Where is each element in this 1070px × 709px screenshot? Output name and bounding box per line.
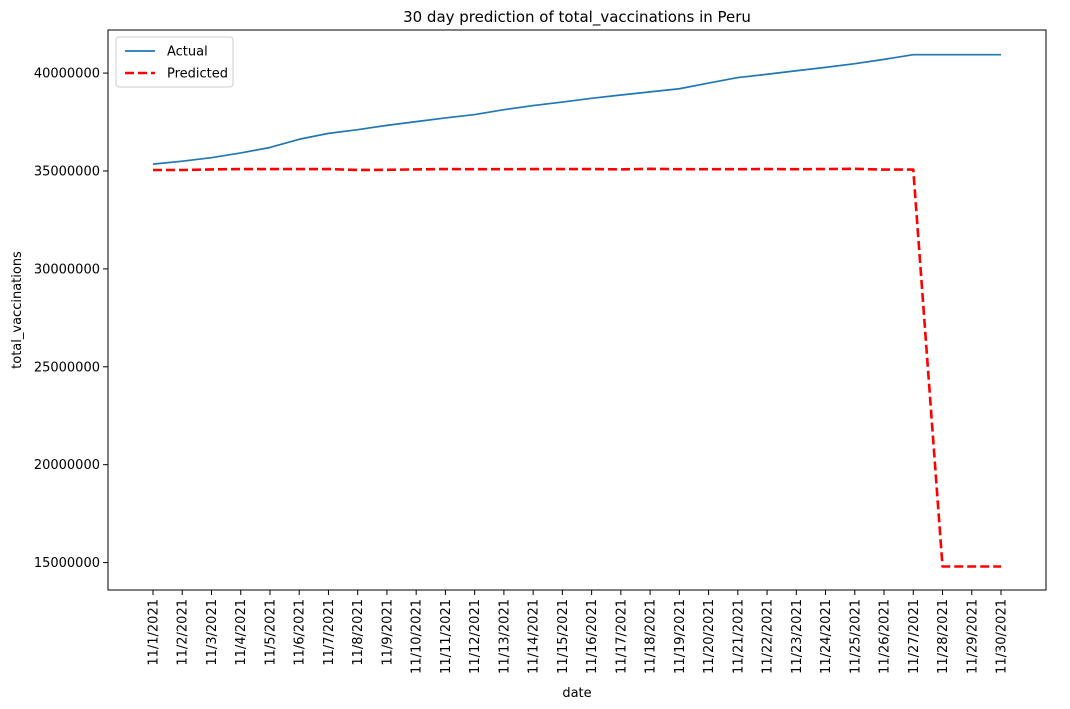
y-tick-label: 25000000 <box>34 360 100 375</box>
x-tick-label: 11/13/2021 <box>497 599 512 674</box>
x-tick-label: 11/19/2021 <box>673 599 688 674</box>
x-tick-label: 11/26/2021 <box>878 599 893 674</box>
legend-label: Actual <box>167 45 208 60</box>
x-tick-label: 11/15/2021 <box>556 599 571 674</box>
x-tick-label: 11/21/2021 <box>731 599 746 674</box>
legend-box <box>115 36 234 88</box>
x-tick-label: 11/23/2021 <box>790 599 805 674</box>
x-tick-label: 11/12/2021 <box>468 599 483 674</box>
series-line-actual <box>152 53 1001 165</box>
x-tick-label: 11/20/2021 <box>702 599 717 674</box>
y-tick-label: 35000000 <box>34 164 100 179</box>
series-line-predicted <box>153 167 1001 568</box>
x-axis-label: date <box>562 686 591 701</box>
x-tick-label: 11/11/2021 <box>439 599 454 674</box>
y-axis-label: total_vaccinations <box>10 251 25 369</box>
x-tick-label: 11/16/2021 <box>585 599 600 674</box>
x-tick-label: 11/6/2021 <box>293 599 308 666</box>
chart-title: 30 day prediction of total_vaccinations … <box>403 8 751 27</box>
x-tick-label: 11/17/2021 <box>614 599 629 674</box>
y-tick-label: 40000000 <box>34 67 100 82</box>
x-tick-label: 11/4/2021 <box>234 599 249 666</box>
x-tick-label: 11/27/2021 <box>907 599 922 674</box>
legend-label: Predicted <box>167 67 228 82</box>
x-tick-label: 11/14/2021 <box>527 599 542 674</box>
x-tick-label: 11/3/2021 <box>205 599 220 666</box>
y-tick-label: 20000000 <box>34 458 100 473</box>
x-tick-label: 11/30/2021 <box>995 599 1010 674</box>
x-tick-label: 11/7/2021 <box>322 599 337 666</box>
plot-frame <box>107 29 1047 591</box>
legend: Actual Predicted <box>115 36 234 88</box>
plot-area: 15000000 20000000 25000000 30000000 35000000… <box>34 29 1047 674</box>
x-tick-label: 11/28/2021 <box>936 599 951 674</box>
x-tick-label: 11/24/2021 <box>819 599 834 674</box>
x-tick-label: 11/18/2021 <box>644 599 659 674</box>
x-tick-label: 11/10/2021 <box>410 599 425 674</box>
y-tick-label: 30000000 <box>34 262 100 277</box>
x-tick-label: 11/1/2021 <box>147 599 162 666</box>
x-tick-label: 11/8/2021 <box>351 599 366 666</box>
x-tick-label: 11/29/2021 <box>965 599 980 674</box>
x-tick-label: 11/22/2021 <box>761 599 776 674</box>
x-tick-label: 11/25/2021 <box>848 599 863 674</box>
x-tick-label: 11/2/2021 <box>176 599 191 666</box>
x-tick-label: 11/5/2021 <box>263 599 278 666</box>
x-tick-label: 11/9/2021 <box>380 599 395 666</box>
y-tick-label: 15000000 <box>34 556 100 571</box>
